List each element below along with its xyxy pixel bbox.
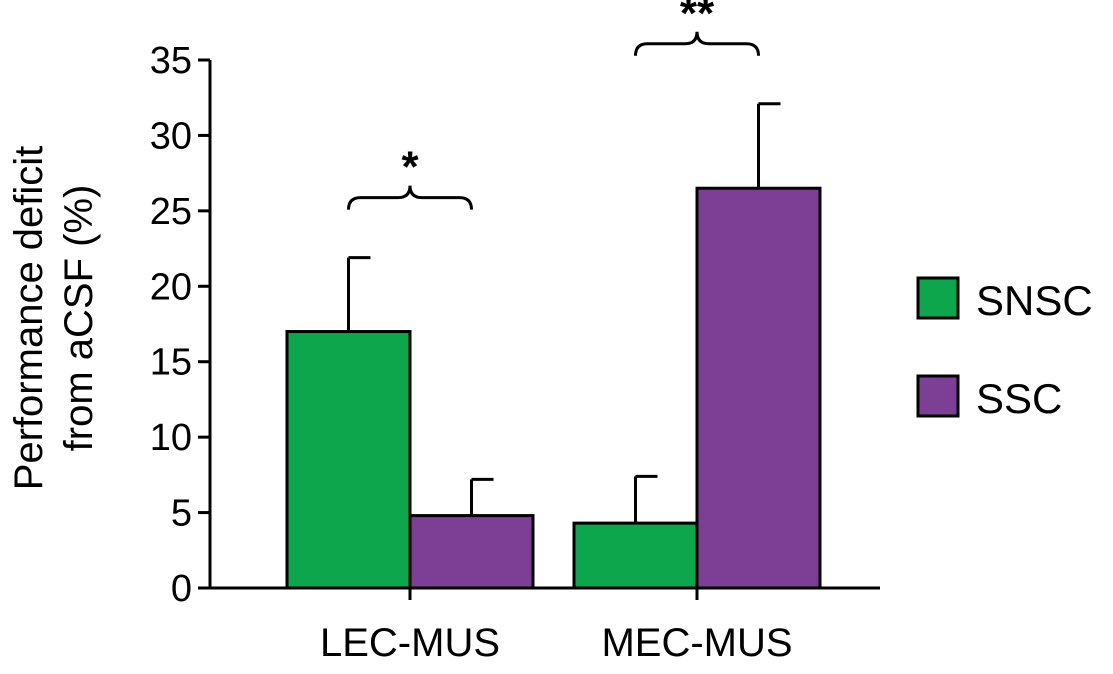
- legend: SNSC SSC: [916, 276, 1093, 422]
- significance-bracket: [347, 185, 473, 210]
- significance-label: *: [401, 143, 419, 192]
- y-tick-label: 20: [150, 266, 192, 308]
- bar-ssc-mec-mus: [695, 186, 822, 590]
- y-axis-label-line-2: from aCSF (%): [57, 185, 101, 452]
- y-tick-label: 0: [171, 568, 192, 610]
- bar-snsc-mec-mus: [572, 521, 699, 590]
- y-tick-label: 15: [150, 342, 192, 384]
- y-tick-label: 5: [171, 493, 192, 535]
- bar-ssc-lec-mus: [408, 514, 535, 590]
- y-axis-label: Performance deficit from aCSF (%): [7, 146, 101, 491]
- y-tick-label: 30: [150, 115, 192, 157]
- y-tick-label: 35: [150, 40, 192, 82]
- legend-swatch-snsc: [916, 276, 960, 320]
- significance-bracket: [634, 31, 760, 56]
- x-tick-label: MEC-MUS: [601, 621, 792, 665]
- x-tick-label: LEC-MUS: [320, 621, 500, 665]
- legend-swatch-ssc: [916, 374, 960, 418]
- y-axis-label-line-1: Performance deficit: [7, 146, 51, 491]
- y-tick-label: 25: [150, 191, 192, 233]
- legend-label-ssc: SSC: [976, 375, 1062, 422]
- significance-label: **: [680, 0, 715, 38]
- y-tick-label: 10: [150, 417, 192, 459]
- bar-snsc-lec-mus: [285, 330, 412, 590]
- legend-label-snsc: SNSC: [976, 277, 1093, 324]
